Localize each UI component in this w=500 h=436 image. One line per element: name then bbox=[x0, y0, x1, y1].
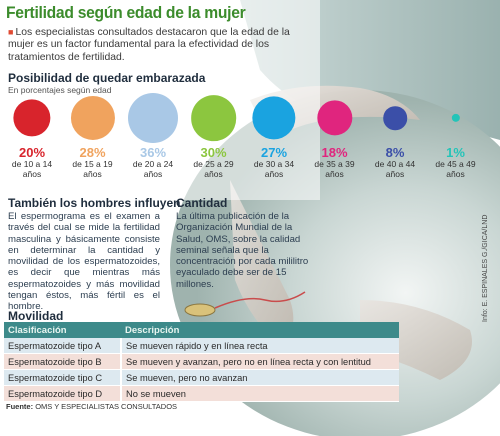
circle-container bbox=[184, 92, 244, 144]
age-group-item: 28% de 15 a 19 años bbox=[63, 92, 123, 179]
age-group-item: 30% de 25 a 29 años bbox=[184, 92, 244, 179]
age-group-item: 1% de 45 a 49 años bbox=[426, 92, 486, 179]
circle-container bbox=[244, 92, 304, 144]
circle-container bbox=[123, 92, 183, 144]
age-range: de 10 a 14 años bbox=[11, 159, 53, 179]
quantity-text: La última publicación de la Organización… bbox=[176, 211, 309, 290]
col-description: Descripción bbox=[121, 322, 399, 338]
probability-percent: 30% bbox=[200, 145, 227, 160]
motility-heading: Movilidad bbox=[8, 309, 64, 323]
circle-container bbox=[63, 92, 123, 144]
source-note: Fuente: OMS Y ESPECIALISTAS CONSULTADOS bbox=[6, 402, 177, 411]
age-range: de 30 a 34 años bbox=[253, 159, 295, 179]
age-group-item: 36% de 20 a 24 años bbox=[123, 92, 183, 179]
quantity-heading: Cantidad bbox=[176, 196, 228, 210]
probability-percent: 18% bbox=[321, 145, 348, 160]
page-title: Fertilidad según edad de la mujer bbox=[6, 3, 246, 22]
possibility-heading: Posibilidad de quedar embarazada bbox=[8, 71, 206, 85]
men-text: El espermograma es el examen a través de… bbox=[8, 211, 160, 313]
possibility-subheading: En porcentajes según edad bbox=[8, 85, 112, 95]
possibility-chart: 20% de 10 a 14 años 28% de 15 a 19 años 36% d… bbox=[0, 92, 500, 182]
row-desc: No se mueven bbox=[121, 385, 399, 402]
age-range: de 35 a 39 años bbox=[314, 159, 355, 179]
probability-circle bbox=[451, 113, 460, 123]
row-desc: Se mueven rápido y en línea recta bbox=[121, 338, 399, 354]
source-label: Fuente: bbox=[6, 402, 34, 411]
row-type: Espermatozoide tipo A bbox=[4, 338, 122, 354]
table-row: Espermatozoide tipo A Se mueven rápido y… bbox=[4, 338, 399, 354]
probability-circle bbox=[383, 106, 407, 130]
motility-table: Clasificación Descripción Espermatozoide… bbox=[4, 322, 399, 402]
intro-text: ■ Los especialistas consultados destacaro… bbox=[8, 26, 298, 64]
circle-container bbox=[2, 92, 62, 144]
table-row: Espermatozoide tipo D No se mueven bbox=[4, 385, 399, 402]
probability-percent: 27% bbox=[260, 145, 288, 160]
intro-paragraph: Los especialistas consultados destacaron… bbox=[8, 27, 290, 63]
col-classification: Clasificación bbox=[4, 322, 121, 338]
table-header-row: Clasificación Descripción bbox=[4, 322, 399, 338]
possibility-header: Posibilidad de quedar embarazada En porc… bbox=[8, 71, 205, 95]
age-group-item: 20% de 10 a 14 años bbox=[2, 92, 62, 179]
row-type: Espermatozoide tipo D bbox=[4, 385, 122, 402]
row-type: Espermatozoide tipo C bbox=[4, 369, 122, 386]
source-text: OMS Y ESPECIALISTAS CONSULTADOS bbox=[35, 402, 178, 411]
row-type: Espermatozoide tipo B bbox=[4, 353, 122, 370]
age-group-item: 18% de 35 a 39 años bbox=[305, 92, 365, 179]
row-desc: Se mueven, pero no avanzan bbox=[121, 369, 399, 386]
row-desc: Se mueven y avanzan, pero no en línea re… bbox=[121, 353, 399, 370]
probability-percent: 20% bbox=[18, 145, 46, 160]
age-range: de 25 a 29 años bbox=[193, 159, 234, 179]
sperm-illustration bbox=[184, 291, 306, 317]
probability-percent: 8% bbox=[385, 145, 405, 160]
age-group-item: 27% de 30 a 34 años bbox=[244, 92, 304, 179]
probability-percent: 28% bbox=[79, 145, 106, 160]
probability-percent: 36% bbox=[139, 145, 167, 160]
info-credit: Info: E. ESPINALES G./GICA/LND bbox=[482, 214, 489, 322]
probability-circle bbox=[70, 95, 115, 141]
age-range: de 20 a 24 años bbox=[132, 159, 174, 179]
age-group-item: 8% de 40 a 44 años bbox=[365, 92, 425, 179]
age-range: de 45 a 49 años bbox=[435, 159, 476, 179]
probability-circle bbox=[190, 95, 237, 141]
probability-circle bbox=[316, 100, 353, 136]
probability-circle bbox=[13, 99, 51, 137]
probability-circle bbox=[128, 93, 178, 143]
table-row: Espermatozoide tipo C Se mueven, pero no… bbox=[4, 369, 399, 386]
circle-container bbox=[426, 92, 486, 144]
bullet-icon: ■ bbox=[8, 27, 14, 37]
circle-container bbox=[365, 92, 425, 144]
table-row: Espermatozoide tipo B Se mueven y avanza… bbox=[4, 353, 399, 370]
age-range: de 15 a 19 años bbox=[72, 159, 113, 179]
age-range: de 40 a 44 años bbox=[374, 159, 416, 179]
probability-circle bbox=[252, 96, 296, 140]
probability-percent: 1% bbox=[446, 145, 465, 160]
circle-container bbox=[305, 92, 365, 144]
men-heading: También los hombres influyen bbox=[8, 196, 181, 210]
